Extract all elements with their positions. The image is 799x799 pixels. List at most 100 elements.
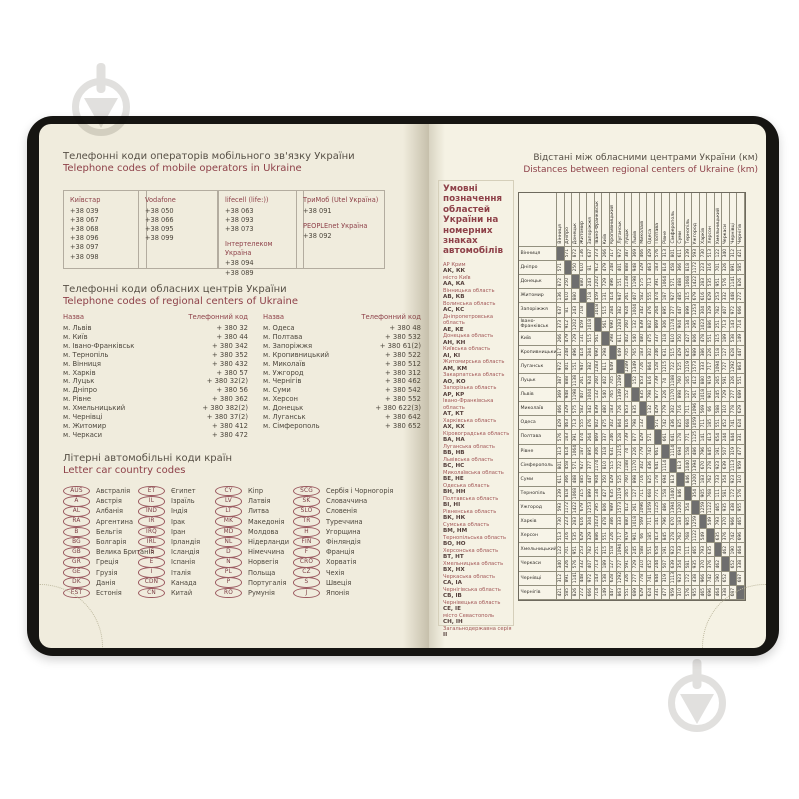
distance-cell: 779 <box>662 402 670 417</box>
distance-value: 429 <box>655 404 661 413</box>
distance-value: 332 <box>723 291 729 301</box>
regional-row: м. Ужгород + 380 312 <box>263 369 421 378</box>
col-city-label: Одеса <box>647 193 655 247</box>
distance-cell: 488 <box>572 472 580 487</box>
distance-cell: 966 <box>729 515 738 530</box>
distance-cell: 122 <box>714 247 723 262</box>
distance-value: 924 <box>625 305 631 315</box>
distance-cell: 733 <box>677 543 685 558</box>
distance-value: 366 <box>678 263 684 272</box>
distance-cell: 369 <box>632 247 640 262</box>
distance-cell: 66 <box>707 402 715 417</box>
distance-cell: 571 <box>572 458 580 473</box>
region-name: Запорізька область <box>443 385 497 392</box>
diagonal-cell <box>557 247 565 262</box>
city-code: + 380 44 <box>216 332 248 341</box>
distance-value: 1219 <box>617 487 623 499</box>
distance-value: 513 <box>557 531 563 540</box>
distance-cell: 250 <box>572 261 580 276</box>
distance-value: 315 <box>602 545 608 555</box>
country-row: LT Литва <box>215 506 289 517</box>
distance-value: 955 <box>738 503 744 512</box>
distance-cell: 924 <box>624 303 633 318</box>
distance-value: 298 <box>610 334 616 343</box>
section-title-en: Distances between regional centers of Uk… <box>523 164 758 175</box>
distance-value: 447 <box>678 305 684 315</box>
distance-cell: 629 <box>639 585 648 600</box>
distance-value: 1125 <box>655 501 661 514</box>
col-city-label: Полтава <box>654 193 663 247</box>
distance-cell: 1200 <box>677 500 685 516</box>
distance-value: 904 <box>595 475 601 484</box>
distance-value: 1023 <box>700 318 706 330</box>
distance-value: 713 <box>647 277 653 286</box>
distance-value: 1114 <box>670 445 676 457</box>
distance-cell: 588 <box>639 543 648 558</box>
table-row: Донецьк 872 250 880 243 1202 729 496 151 1138 1198… <box>519 275 745 290</box>
plate-code: АМ, КМ <box>443 365 468 372</box>
distance-cell: 350 <box>677 331 685 346</box>
phone-code: +38 094 <box>225 259 254 268</box>
distance-value: 742 <box>730 531 736 540</box>
regional-row: м. Київ + 380 44 <box>63 333 248 342</box>
distance-cell: 278 <box>707 458 715 473</box>
distance-cell: 261 <box>632 500 640 516</box>
distance-value: 1174 <box>670 318 676 330</box>
distance-cell: 923 <box>714 458 723 473</box>
distance-value: 187 <box>580 446 586 456</box>
distance-value: 575 <box>640 277 646 286</box>
distance-cell: 1138 <box>624 275 633 290</box>
row-city-label: Донецьк <box>519 275 557 290</box>
distance-value: 951 <box>572 545 578 555</box>
distance-cell: 376 <box>707 557 715 572</box>
distance-value: 898 <box>632 475 638 484</box>
distance-value: 326 <box>723 263 729 272</box>
distance-value: 798 <box>647 390 653 399</box>
table-row: Івано-Франківськ 373 912 1202 459 1018 561 690 1… <box>519 317 745 332</box>
distance-cell: 635 <box>714 529 723 544</box>
country-code-oval: RA <box>63 516 90 527</box>
distance-cell: 302 <box>609 416 618 431</box>
row-city-label: Івано-Франківськ <box>519 317 557 332</box>
city-code: + 380 56 <box>216 386 248 395</box>
country-row: RO Румунія <box>215 587 289 599</box>
distance-value: 796 <box>700 446 706 456</box>
distance-value: 742 <box>647 446 653 456</box>
distance-value: 762 <box>708 475 714 484</box>
distance-value: 429 <box>610 475 616 484</box>
country-code-oval: BG <box>63 536 90 548</box>
distance-cell: 694 <box>677 444 685 459</box>
distance-cell: 711 <box>647 515 655 530</box>
distance-cell: 429 <box>654 402 663 417</box>
country-code-oval: IR <box>138 516 165 527</box>
distance-cell: 694 <box>662 472 670 487</box>
distance-cell: 462 <box>722 543 730 558</box>
distance-cell: 458 <box>564 458 573 473</box>
distance-value: 373 <box>557 319 563 329</box>
distance-cell: 245 <box>714 388 723 403</box>
distance-cell: 366 <box>564 472 573 487</box>
distance-value: 477 <box>662 587 668 597</box>
watermark-triangle <box>84 98 118 128</box>
distance-cell: 306 <box>662 317 670 332</box>
mobile-operators-title: Телефонні коди операторів мобільного зв'… <box>63 151 355 175</box>
col-city-text: Чернігів <box>738 224 744 244</box>
distance-value: 905 <box>685 517 691 526</box>
distance-value: 333 <box>700 362 706 371</box>
distance-value: 629 <box>738 404 744 413</box>
distance-cell: 1141 <box>572 571 580 586</box>
country-row: FIN Фінляндія <box>293 536 393 548</box>
distance-cell: 183 <box>639 345 648 360</box>
distance-cell: 1394 <box>692 458 700 473</box>
distance-cell: 1064 <box>662 275 670 290</box>
distance-value: 1283 <box>595 360 601 373</box>
distance-cell: 191 <box>662 543 670 558</box>
distance-cell: 1023 <box>699 317 708 332</box>
distance-value: 337 <box>602 432 608 442</box>
distance-cell: 310 <box>639 557 648 572</box>
distance-value: 266 <box>557 334 563 343</box>
distance-cell: 284 <box>609 303 618 318</box>
distance-cell: 466 <box>639 247 648 262</box>
distance-cell: 679 <box>579 500 588 516</box>
col-city-label: Чернігів <box>737 193 745 247</box>
